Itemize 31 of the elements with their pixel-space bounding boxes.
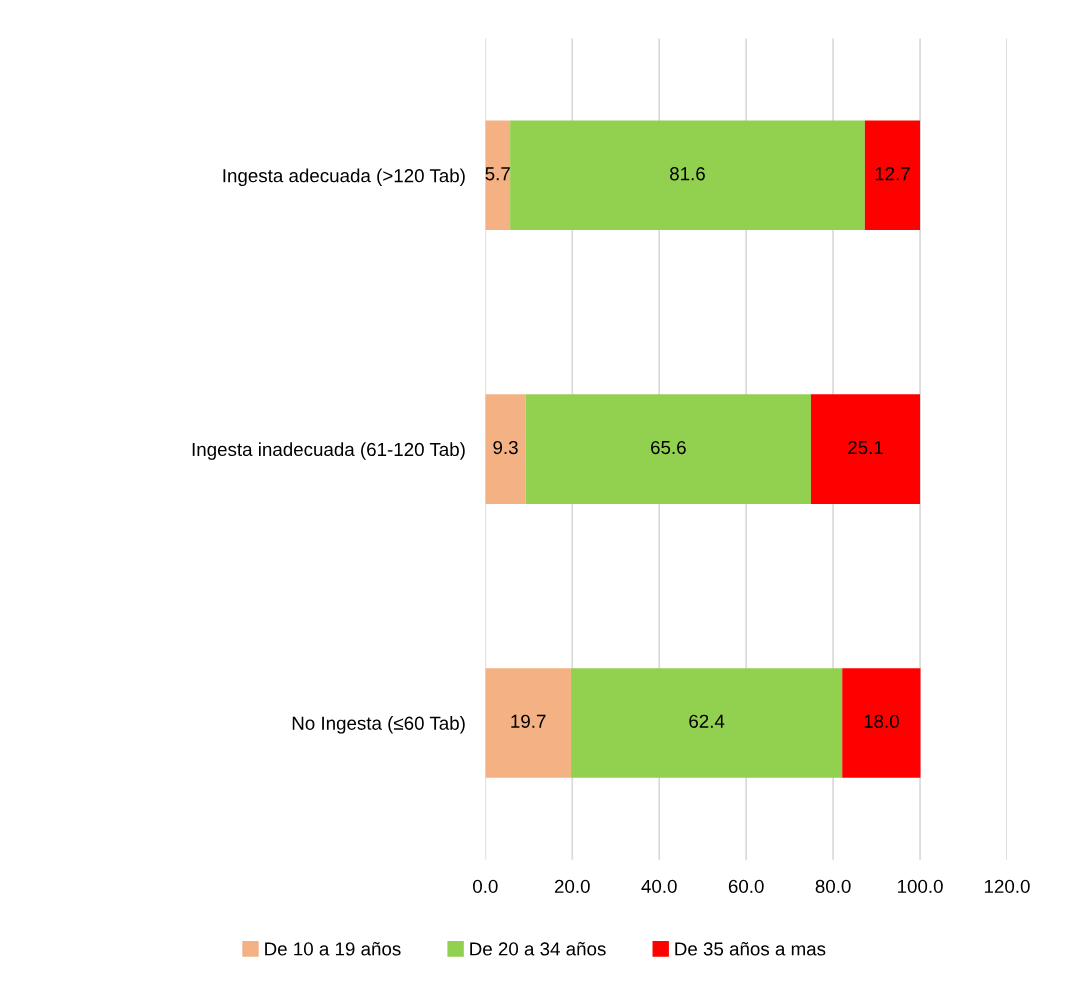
x-tick-label: 20.0 xyxy=(554,879,590,894)
bar xyxy=(810,394,921,504)
data-label: 25.1 xyxy=(848,440,883,455)
bar xyxy=(842,668,921,778)
bar xyxy=(864,120,921,231)
data-label: 5.7 xyxy=(485,167,510,181)
bar xyxy=(525,394,811,504)
x-tick-label: 120.0 xyxy=(984,879,1030,894)
data-label: 19.7 xyxy=(511,714,546,728)
data-label: 18.0 xyxy=(864,714,899,728)
data-label: 12.7 xyxy=(875,167,910,181)
y-tick-label: Ingesta adecuada (>120 Tab) xyxy=(223,168,465,187)
bar xyxy=(570,668,843,778)
data-label: 9.3 xyxy=(493,440,518,455)
y-tick-label: No Ingesta (≤60 Tab) xyxy=(292,716,465,734)
bar xyxy=(510,120,865,231)
data-label: 65.6 xyxy=(651,440,686,455)
x-tick-label: 60.0 xyxy=(728,879,764,894)
bar xyxy=(485,120,511,231)
legend-label: De 20 a 34 años xyxy=(470,941,606,956)
x-tick-label: 40.0 xyxy=(641,879,677,894)
legend-label: De 10 a 19 años xyxy=(265,941,401,956)
y-tick-label: Ingesta inadecuada (61-120 Tab) xyxy=(192,442,465,460)
x-tick-label: 80.0 xyxy=(815,879,851,894)
data-label: 62.4 xyxy=(689,714,725,728)
data-label: 81.6 xyxy=(670,167,705,181)
x-tick-label: 0.0 xyxy=(473,879,498,894)
legend-label: De 35 años a mas xyxy=(675,941,826,956)
x-tick-label: 100.0 xyxy=(898,879,943,894)
bar xyxy=(485,668,571,778)
bar xyxy=(485,394,526,504)
